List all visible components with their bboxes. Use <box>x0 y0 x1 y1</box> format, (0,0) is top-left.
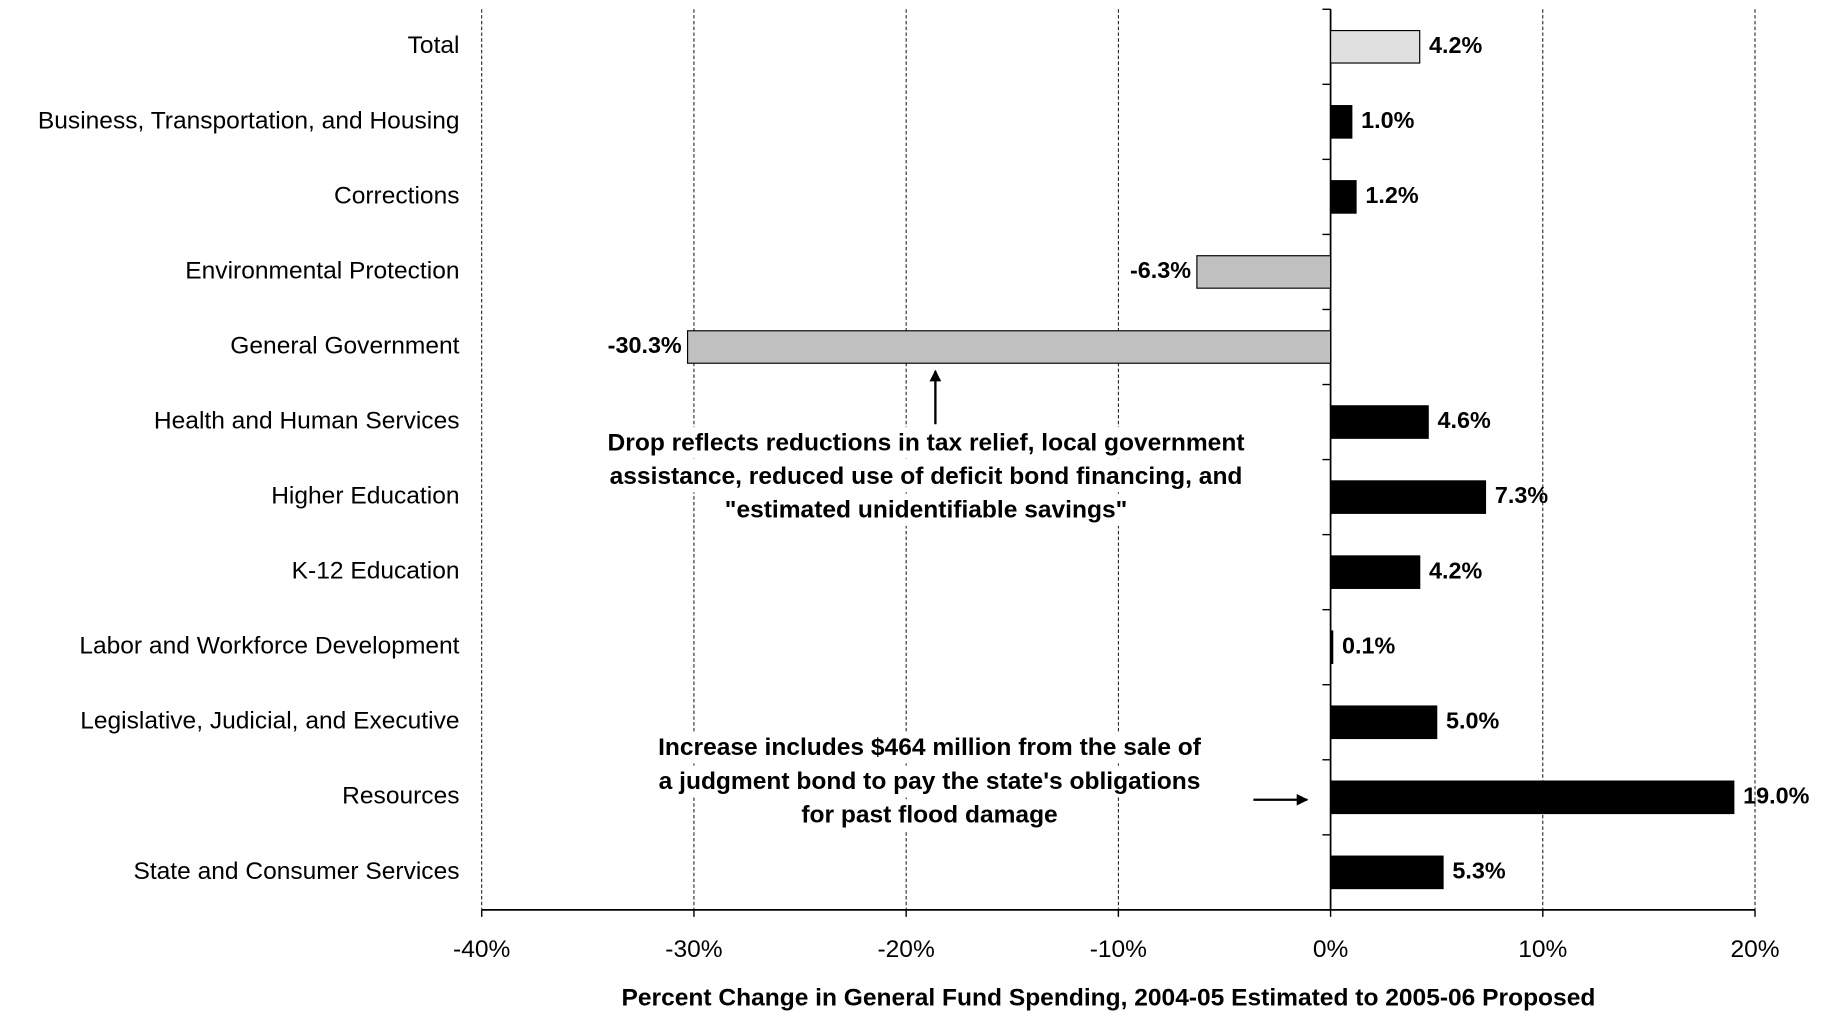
bar <box>1330 405 1429 439</box>
x-tick-label: -10% <box>1090 936 1147 963</box>
x-tick-label: -30% <box>665 936 722 963</box>
bar <box>686 330 1332 364</box>
value-label: 4.6% <box>1438 407 1492 433</box>
x-tick-label: 20% <box>1730 936 1779 963</box>
annotation: Drop reflects reductions in tax relief, … <box>608 429 1245 456</box>
y-tick-label: K-12 Education <box>292 558 460 585</box>
value-label: -6.3% <box>1130 257 1191 283</box>
value-label: 19.0% <box>1743 783 1810 809</box>
bar <box>1330 780 1735 815</box>
annotation: assistance, reduced use of deficit bond … <box>610 463 1243 490</box>
y-tick-label: Corrections <box>334 182 459 209</box>
x-tick-label: -40% <box>453 936 510 963</box>
y-tick-label: Health and Human Services <box>154 408 460 435</box>
annotation-backgrounds <box>602 427 1250 831</box>
annotation: "estimated unidentifiable savings" <box>725 497 1127 524</box>
annotation-background <box>604 460 1248 493</box>
bar <box>1330 555 1421 589</box>
y-tick-label: Higher Education <box>271 483 459 510</box>
bar <box>1330 855 1444 890</box>
y-tick-label: State and Consumer Services <box>133 858 459 885</box>
value-label: 4.2% <box>1429 32 1483 58</box>
value-label: 0.1% <box>1342 632 1396 658</box>
value-label: 1.0% <box>1361 107 1415 133</box>
bar <box>1330 630 1334 665</box>
annotation: for past flood damage <box>801 802 1057 829</box>
value-label: 7.3% <box>1495 482 1549 508</box>
y-tick-label: Business, Transportation, and Housing <box>38 107 460 134</box>
value-label: 5.3% <box>1452 858 1506 884</box>
x-tick-label: -20% <box>877 936 934 963</box>
annotation: a judgment bond to pay the state's oblig… <box>659 768 1201 795</box>
bar <box>1330 705 1438 740</box>
y-tick-label: General Government <box>230 333 459 360</box>
y-tick-label: Legislative, Judicial, and Executive <box>80 708 459 735</box>
y-tick-label: Resources <box>342 783 459 810</box>
bar <box>1330 480 1487 514</box>
annotation-background <box>602 427 1250 459</box>
plot: -40% -30% -20% -10% 0% 10% 20% Total 4.2% Busines… <box>38 8 1810 963</box>
value-label: -30.3% <box>608 332 682 358</box>
annotation-background <box>796 799 1063 831</box>
bar <box>1330 105 1353 139</box>
x-tick-label: 10% <box>1518 936 1567 963</box>
y-tick-label: Labor and Workforce Development <box>79 633 459 660</box>
bar <box>1196 255 1332 289</box>
x-tick-label: 0% <box>1313 936 1348 963</box>
annotation-background <box>653 731 1207 764</box>
annotation-background <box>653 765 1206 798</box>
annotation-background <box>720 494 1132 526</box>
value-label: 4.2% <box>1429 557 1483 583</box>
value-label: 5.0% <box>1446 707 1500 733</box>
x-axis-title: Percent Change in General Fund Spending,… <box>622 985 1596 1012</box>
annotation: Increase includes $464 million from the … <box>658 734 1202 761</box>
value-label: 1.2% <box>1365 182 1419 208</box>
bar <box>1330 29 1421 64</box>
bar <box>1330 180 1357 214</box>
y-tick-label: Total <box>408 32 460 59</box>
y-tick-label: Environmental Protection <box>185 257 459 284</box>
